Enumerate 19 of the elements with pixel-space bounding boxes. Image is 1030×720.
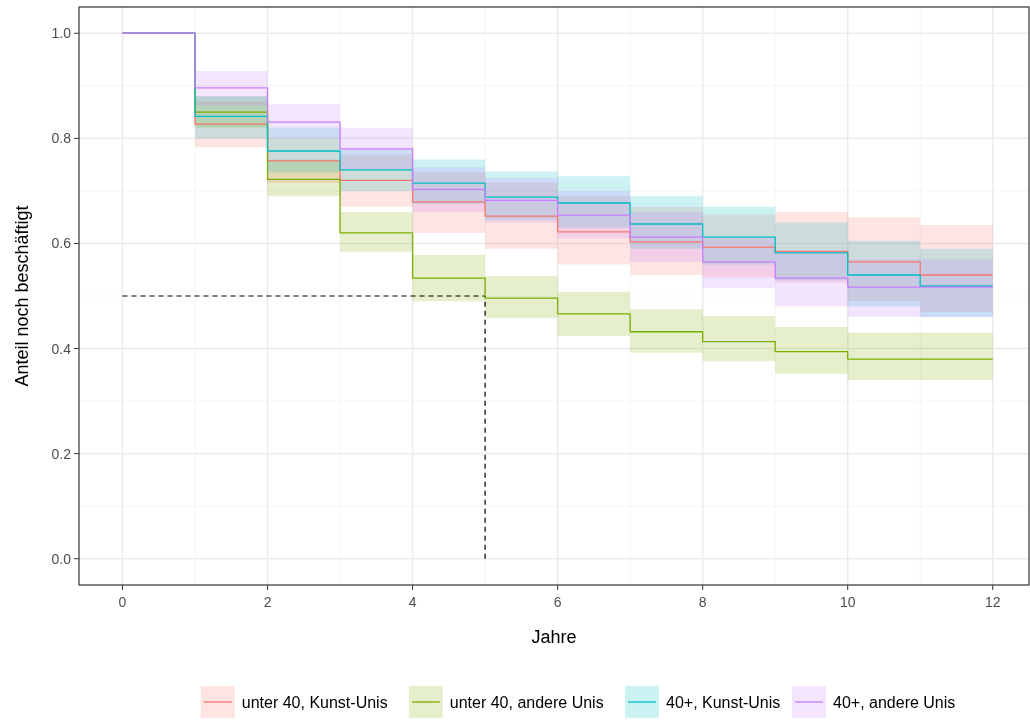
y-tick-label: 0.2 xyxy=(51,445,72,462)
x-axis-title: Jahre xyxy=(531,627,577,647)
legend-label: 40+, andere Unis xyxy=(833,694,956,711)
y-tick-label: 0.4 xyxy=(51,340,72,357)
y-tick-label: 1.0 xyxy=(51,25,72,42)
legend-label: unter 40, andere Unis xyxy=(449,694,604,711)
y-tick-label: 0.0 xyxy=(51,550,72,567)
x-tick-label: 10 xyxy=(839,594,856,610)
x-tick-label: 12 xyxy=(984,594,1001,610)
x-tick-label: 4 xyxy=(408,594,417,610)
y-axis-title: Anteil noch beschäftigt xyxy=(12,205,32,387)
y-tick-label: 0.8 xyxy=(51,130,72,147)
x-tick-label: 2 xyxy=(263,594,272,610)
x-tick-label: 0 xyxy=(118,594,127,610)
x-tick-label: 6 xyxy=(553,594,562,610)
legend-label: 40+, Kunst-Unis xyxy=(666,694,781,711)
legend-label: unter 40, Kunst-Unis xyxy=(241,694,388,711)
x-tick-label: 8 xyxy=(698,594,707,610)
y-tick-label: 0.6 xyxy=(51,235,72,252)
